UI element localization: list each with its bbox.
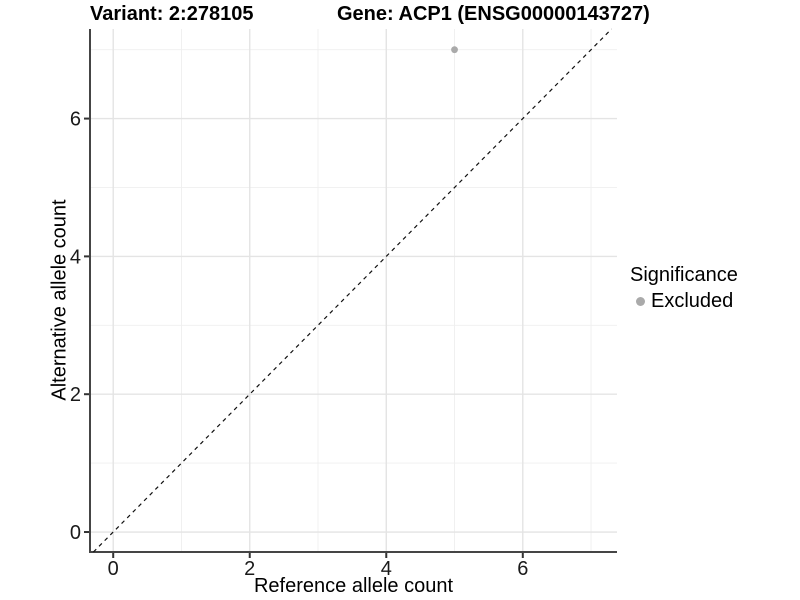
y-axis-title: Alternative allele count xyxy=(48,199,71,401)
y-tick-label: 4 xyxy=(70,246,81,268)
legend-title: Significance xyxy=(630,264,738,286)
plot-title-gene: Gene: ACP1 (ENSG00000143727) xyxy=(337,3,650,25)
y-tick-label: 0 xyxy=(70,522,81,544)
legend: Significance Excluded xyxy=(630,264,738,313)
x-tick-label: 0 xyxy=(108,558,119,580)
data-point xyxy=(451,46,458,54)
x-tick-label: 4 xyxy=(381,558,392,580)
x-axis-title: Reference allele count xyxy=(253,575,453,597)
x-tick-label: 2 xyxy=(244,558,255,580)
legend-key-dot xyxy=(636,297,645,306)
legend-items: Excluded xyxy=(630,290,738,313)
x-tick-label: 6 xyxy=(517,558,528,580)
plot-title-variant: Variant: 2:278105 xyxy=(90,3,254,25)
y-tick-label: 6 xyxy=(70,109,81,131)
identity-line xyxy=(92,28,612,553)
legend-item: Excluded xyxy=(630,290,738,313)
y-tick-label: 2 xyxy=(70,384,81,406)
legend-item-label: Excluded xyxy=(651,290,734,312)
